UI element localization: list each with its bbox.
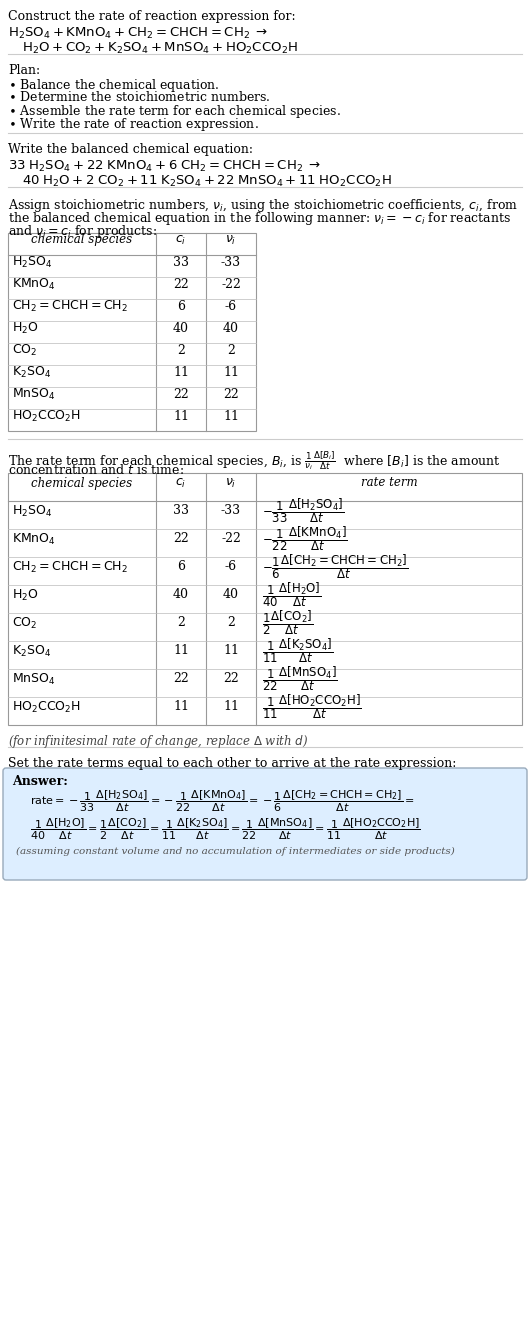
Text: $\nu_i$: $\nu_i$: [225, 476, 237, 489]
Text: $\mathrm{rate} = -\dfrac{1}{33}\dfrac{\Delta[\mathrm{H_2SO_4}]}{\Delta t} = -\df: $\mathrm{rate} = -\dfrac{1}{33}\dfrac{\D…: [30, 789, 415, 814]
Text: -33: -33: [221, 256, 241, 268]
Text: 11: 11: [173, 700, 189, 713]
Text: 2: 2: [227, 617, 235, 630]
Text: 6: 6: [177, 561, 185, 574]
Text: $\bullet$ Write the rate of reaction expression.: $\bullet$ Write the rate of reaction exp…: [8, 115, 259, 133]
Text: $\mathrm{KMnO_4}$: $\mathrm{KMnO_4}$: [12, 532, 56, 546]
Text: $\dfrac{1}{22}\dfrac{\Delta[\mathrm{MnSO_4}]}{\Delta t}$: $\dfrac{1}{22}\dfrac{\Delta[\mathrm{MnSO…: [262, 664, 338, 693]
Text: $\mathrm{MnSO_4}$: $\mathrm{MnSO_4}$: [12, 671, 56, 687]
Text: Set the rate terms equal to each other to arrive at the rate expression:: Set the rate terms equal to each other t…: [8, 757, 456, 770]
Text: $\mathrm{H_2SO_4 + KMnO_4 + CH_2{=}CHCH{=}CH_2 \;\rightarrow}$: $\mathrm{H_2SO_4 + KMnO_4 + CH_2{=}CHCH{…: [8, 27, 268, 41]
Text: 22: 22: [173, 277, 189, 290]
Text: 22: 22: [173, 533, 189, 545]
Text: $c_i$: $c_i$: [175, 233, 187, 247]
Text: 40: 40: [223, 321, 239, 334]
Text: $\bullet$ Assemble the rate term for each chemical species.: $\bullet$ Assemble the rate term for eac…: [8, 103, 341, 119]
Text: $\mathrm{CH_2{=}CHCH{=}CH_2}$: $\mathrm{CH_2{=}CHCH{=}CH_2}$: [12, 560, 128, 574]
Bar: [8, 233, 256, 431]
Text: Write the balanced chemical equation:: Write the balanced chemical equation:: [8, 143, 253, 156]
Text: $\mathrm{MnSO_4}$: $\mathrm{MnSO_4}$: [12, 386, 56, 402]
Text: 11: 11: [223, 700, 239, 713]
Text: $\dfrac{1}{11}\dfrac{\Delta[\mathrm{K_2SO_4}]}{\Delta t}$: $\dfrac{1}{11}\dfrac{\Delta[\mathrm{K_2S…: [262, 636, 333, 666]
Text: Construct the rate of reaction expression for:: Construct the rate of reaction expressio…: [8, 11, 296, 23]
Text: 22: 22: [223, 672, 239, 686]
Text: $-\dfrac{1}{6}\dfrac{\Delta[\mathrm{CH_2{=}CHCH{=}CH_2}]}{\Delta t}$: $-\dfrac{1}{6}\dfrac{\Delta[\mathrm{CH_2…: [262, 553, 409, 581]
Text: rate term: rate term: [361, 476, 417, 489]
Text: $\mathrm{HO_2CCO_2H}$: $\mathrm{HO_2CCO_2H}$: [12, 408, 81, 423]
Text: $\mathrm{H_2SO_4}$: $\mathrm{H_2SO_4}$: [12, 504, 52, 518]
Text: 11: 11: [173, 410, 189, 423]
Text: The rate term for each chemical species, $B_i$, is $\frac{1}{\nu_i}\frac{\Delta[: The rate term for each chemical species,…: [8, 450, 501, 472]
Text: (for infinitesimal rate of change, replace $\Delta$ with $d$): (for infinitesimal rate of change, repla…: [8, 733, 308, 751]
Text: $\dfrac{1}{11}\dfrac{\Delta[\mathrm{HO_2CCO_2H}]}{\Delta t}$: $\dfrac{1}{11}\dfrac{\Delta[\mathrm{HO_2…: [262, 692, 361, 721]
Text: Plan:: Plan:: [8, 64, 40, 77]
Text: 22: 22: [173, 387, 189, 400]
Text: $-\dfrac{1}{22}\dfrac{\Delta[\mathrm{KMnO_4}]}{\Delta t}$: $-\dfrac{1}{22}\dfrac{\Delta[\mathrm{KMn…: [262, 525, 348, 553]
Text: -6: -6: [225, 300, 237, 313]
Text: 2: 2: [177, 617, 185, 630]
Text: 33: 33: [173, 504, 189, 517]
Text: -22: -22: [221, 533, 241, 545]
Text: $\mathrm{K_2SO_4}$: $\mathrm{K_2SO_4}$: [12, 643, 51, 659]
Text: 11: 11: [173, 366, 189, 378]
Text: 11: 11: [173, 644, 189, 658]
Text: the balanced chemical equation in the following manner: $\nu_i = -c_i$ for react: the balanced chemical equation in the fo…: [8, 210, 511, 227]
Text: $-\dfrac{1}{33}\dfrac{\Delta[\mathrm{H_2SO_4}]}{\Delta t}$: $-\dfrac{1}{33}\dfrac{\Delta[\mathrm{H_2…: [262, 497, 344, 525]
Text: concentration and $t$ is time:: concentration and $t$ is time:: [8, 463, 184, 477]
FancyBboxPatch shape: [3, 768, 527, 880]
Text: $\mathrm{CO_2}$: $\mathrm{CO_2}$: [12, 342, 37, 358]
Text: $\dfrac{1}{40}\dfrac{\Delta[\mathrm{H_2O}]}{\Delta t}$: $\dfrac{1}{40}\dfrac{\Delta[\mathrm{H_2O…: [262, 581, 321, 610]
Text: $\bullet$ Balance the chemical equation.: $\bullet$ Balance the chemical equation.: [8, 77, 220, 94]
Text: $\bullet$ Determine the stoichiometric numbers.: $\bullet$ Determine the stoichiometric n…: [8, 90, 271, 103]
Text: $\mathrm{HO_2CCO_2H}$: $\mathrm{HO_2CCO_2H}$: [12, 699, 81, 715]
Text: Assign stoichiometric numbers, $\nu_i$, using the stoichiometric coefficients, $: Assign stoichiometric numbers, $\nu_i$, …: [8, 198, 518, 213]
Text: and $\nu_i = c_i$ for products:: and $\nu_i = c_i$ for products:: [8, 223, 157, 240]
Text: 2: 2: [227, 343, 235, 357]
Text: $\mathrm{33\;H_2SO_4 + 22\;KMnO_4 + 6\;CH_2{=}CHCH{=}CH_2 \;\rightarrow}$: $\mathrm{33\;H_2SO_4 + 22\;KMnO_4 + 6\;C…: [8, 159, 321, 174]
Text: 11: 11: [223, 410, 239, 423]
Text: $c_i$: $c_i$: [175, 476, 187, 489]
Text: 6: 6: [177, 300, 185, 313]
Text: (assuming constant volume and no accumulation of intermediates or side products): (assuming constant volume and no accumul…: [16, 847, 455, 857]
Text: 11: 11: [223, 644, 239, 658]
Text: 33: 33: [173, 256, 189, 268]
Text: $\dfrac{1}{40}\dfrac{\Delta[\mathrm{H_2O}]}{\Delta t} = \dfrac{1}{2}\dfrac{\Delt: $\dfrac{1}{40}\dfrac{\Delta[\mathrm{H_2O…: [30, 817, 421, 842]
Text: 40: 40: [223, 589, 239, 602]
Text: -22: -22: [221, 277, 241, 290]
Text: -6: -6: [225, 561, 237, 574]
Text: $\mathrm{H_2O + CO_2 + K_2SO_4 + MnSO_4 + HO_2CCO_2H}$: $\mathrm{H_2O + CO_2 + K_2SO_4 + MnSO_4 …: [22, 41, 298, 56]
Text: $\mathrm{KMnO_4}$: $\mathrm{KMnO_4}$: [12, 276, 56, 292]
Text: 11: 11: [223, 366, 239, 378]
Text: 22: 22: [173, 672, 189, 686]
Text: $\mathrm{H_2O}$: $\mathrm{H_2O}$: [12, 587, 39, 602]
Text: chemical species: chemical species: [31, 233, 132, 247]
Text: -33: -33: [221, 504, 241, 517]
Text: 40: 40: [173, 321, 189, 334]
Text: 40: 40: [173, 589, 189, 602]
Text: $\mathrm{40\;H_2O + 2\;CO_2 + 11\;K_2SO_4 + 22\;MnSO_4 + 11\;HO_2CCO_2H}$: $\mathrm{40\;H_2O + 2\;CO_2 + 11\;K_2SO_…: [22, 174, 392, 190]
Bar: [8, 473, 522, 725]
Text: $\mathrm{CO_2}$: $\mathrm{CO_2}$: [12, 615, 37, 631]
Text: 2: 2: [177, 343, 185, 357]
Text: $\mathrm{H_2O}$: $\mathrm{H_2O}$: [12, 321, 39, 335]
Text: Answer:: Answer:: [12, 774, 68, 788]
Text: $\mathrm{K_2SO_4}$: $\mathrm{K_2SO_4}$: [12, 365, 51, 379]
Text: 22: 22: [223, 387, 239, 400]
Text: $\dfrac{1}{2}\dfrac{\Delta[\mathrm{CO_2}]}{\Delta t}$: $\dfrac{1}{2}\dfrac{\Delta[\mathrm{CO_2}…: [262, 609, 313, 638]
Text: $\mathrm{CH_2{=}CHCH{=}CH_2}$: $\mathrm{CH_2{=}CHCH{=}CH_2}$: [12, 298, 128, 313]
Text: $\nu_i$: $\nu_i$: [225, 233, 237, 247]
Text: $\mathrm{H_2SO_4}$: $\mathrm{H_2SO_4}$: [12, 255, 52, 269]
Text: chemical species: chemical species: [31, 476, 132, 489]
